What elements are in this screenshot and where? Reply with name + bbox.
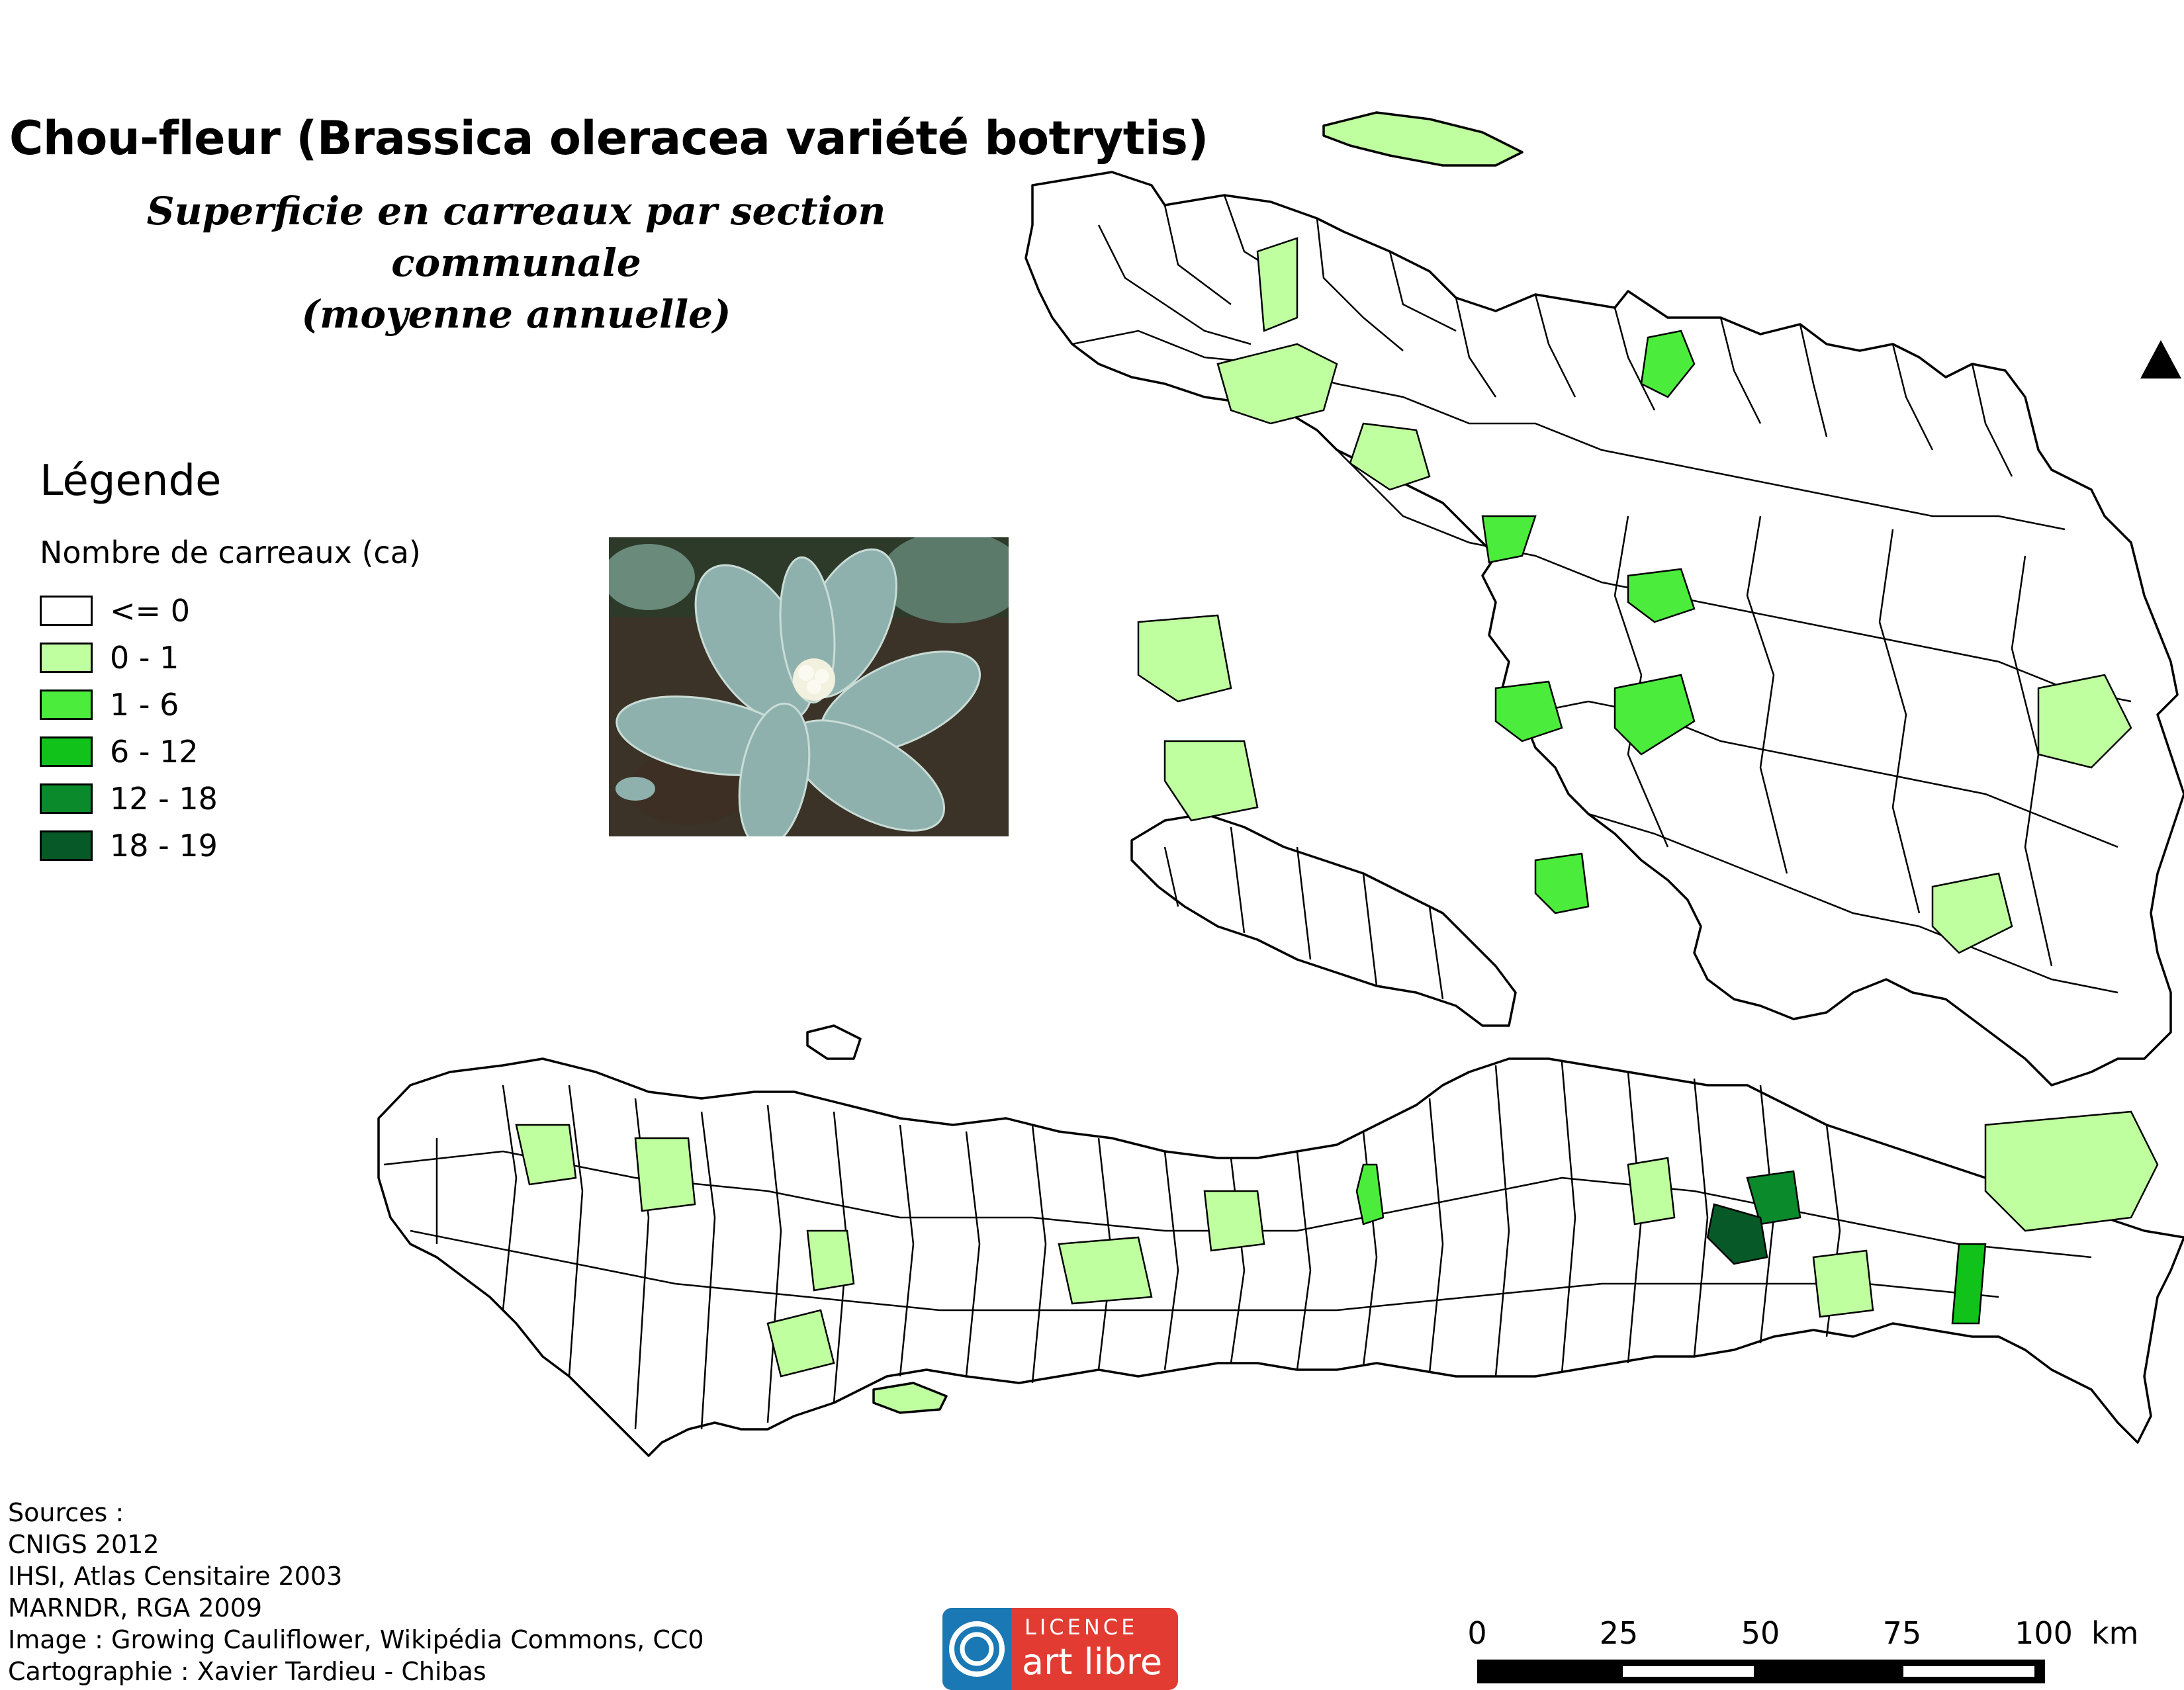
legend-title: Légende	[40, 457, 222, 506]
sources-line: Image : Growing Cauliflower, Wikipédia C…	[8, 1625, 704, 1654]
gonave-island	[1130, 813, 1517, 1027]
legend-swatch	[40, 736, 93, 767]
section-0-1	[1137, 614, 1232, 703]
legend-swatch	[40, 783, 93, 814]
legend-subtitle: Nombre de carreaux (ca)	[40, 535, 421, 570]
sources-line: Sources :	[8, 1498, 124, 1527]
cauliflower-photo	[609, 537, 1009, 836]
section-1-6	[1614, 674, 1696, 756]
scale-tick-label: 50	[1741, 1615, 1780, 1651]
section-1-6	[1627, 568, 1696, 623]
section-0-1	[515, 1124, 577, 1186]
section-12-18	[1746, 1170, 1801, 1225]
licence-art-libre-logo: LICENCE art libre	[942, 1608, 1178, 1690]
section-0-1	[1216, 343, 1338, 425]
section-0-1	[806, 1229, 855, 1292]
sources-line: Cartographie : Xavier Tardieu - Chibas	[8, 1657, 486, 1686]
section-0-1	[1058, 1236, 1153, 1305]
section-0-1	[1349, 422, 1431, 491]
section-0-1	[1203, 1190, 1265, 1252]
legend-item: 6 - 12	[40, 734, 199, 770]
section-0-1	[1627, 1157, 1676, 1225]
legend-label: 6 - 12	[110, 734, 199, 770]
section-1-6	[1534, 852, 1590, 914]
southern-peninsula	[377, 1057, 2184, 1457]
legend-label: 12 - 18	[110, 781, 218, 817]
subtitle-line-2: (moyenne annuelle)	[301, 292, 731, 337]
scale-unit: km	[2091, 1615, 2138, 1651]
section-1-6	[1355, 1163, 1385, 1225]
legend-item: 1 - 6	[40, 687, 179, 723]
section-0-1	[766, 1309, 835, 1378]
legend-label: 18 - 19	[110, 828, 218, 864]
logo-line-2: art libre	[1022, 1641, 1162, 1683]
cayemites-island	[806, 1024, 862, 1060]
legend-label: 1 - 6	[110, 687, 179, 723]
sources-line: MARNDR, RGA 2009	[8, 1593, 263, 1623]
ile-a-vache	[872, 1382, 948, 1414]
logo-line-1: LICENCE	[1024, 1615, 1138, 1640]
section-0-1	[1812, 1249, 1874, 1318]
section-0-1	[1984, 1110, 2159, 1232]
section-1-6	[1494, 680, 1563, 742]
scale-bar: 0 25 50 75 100 km	[1467, 1615, 2138, 1683]
north-arrow-icon	[2140, 340, 2181, 378]
haiti-map	[377, 111, 2184, 1457]
section-0-1	[1931, 872, 2013, 954]
legend-item: 18 - 19	[40, 828, 218, 864]
legend-swatch	[40, 643, 93, 673]
legend-item: 12 - 18	[40, 781, 218, 817]
section-6-12	[1951, 1243, 1987, 1325]
section-1-6	[1640, 330, 1696, 398]
map-title: Chou-fleur (Brassica oleracea variété bo…	[9, 111, 1208, 165]
section-0-1	[1256, 237, 1298, 332]
legend-swatch	[40, 689, 93, 720]
section-0-1	[1163, 740, 1259, 822]
subtitle-line-1: Superficie en carreaux par section commu…	[146, 189, 886, 285]
legend-item: <= 0	[40, 593, 190, 629]
section-1-6	[1481, 515, 1537, 564]
map-subtitle: Superficie en carreaux par section commu…	[40, 185, 993, 340]
legend-item: 0 - 1	[40, 640, 179, 676]
legend-label: <= 0	[110, 593, 190, 629]
legend-swatch	[40, 596, 93, 626]
sources-line: IHSI, Atlas Censitaire 2003	[8, 1562, 343, 1591]
scale-tick-label: 25	[1600, 1615, 1639, 1651]
scale-tick-label: 75	[1883, 1615, 1922, 1651]
section-0-1	[2037, 674, 2132, 769]
legend-label: 0 - 1	[110, 640, 179, 676]
sources-block: Sources : CNIGS 2012 IHSI, Atlas Censita…	[8, 1497, 704, 1687]
tortue-island	[1322, 111, 1524, 167]
scale-tick-label: 0	[1467, 1615, 1486, 1651]
section-18-19	[1706, 1203, 1768, 1265]
section-0-1	[634, 1137, 696, 1212]
sources-line: CNIGS 2012	[8, 1530, 159, 1559]
scale-tick-label: 100	[2015, 1615, 2073, 1651]
legend-swatch	[40, 830, 93, 861]
